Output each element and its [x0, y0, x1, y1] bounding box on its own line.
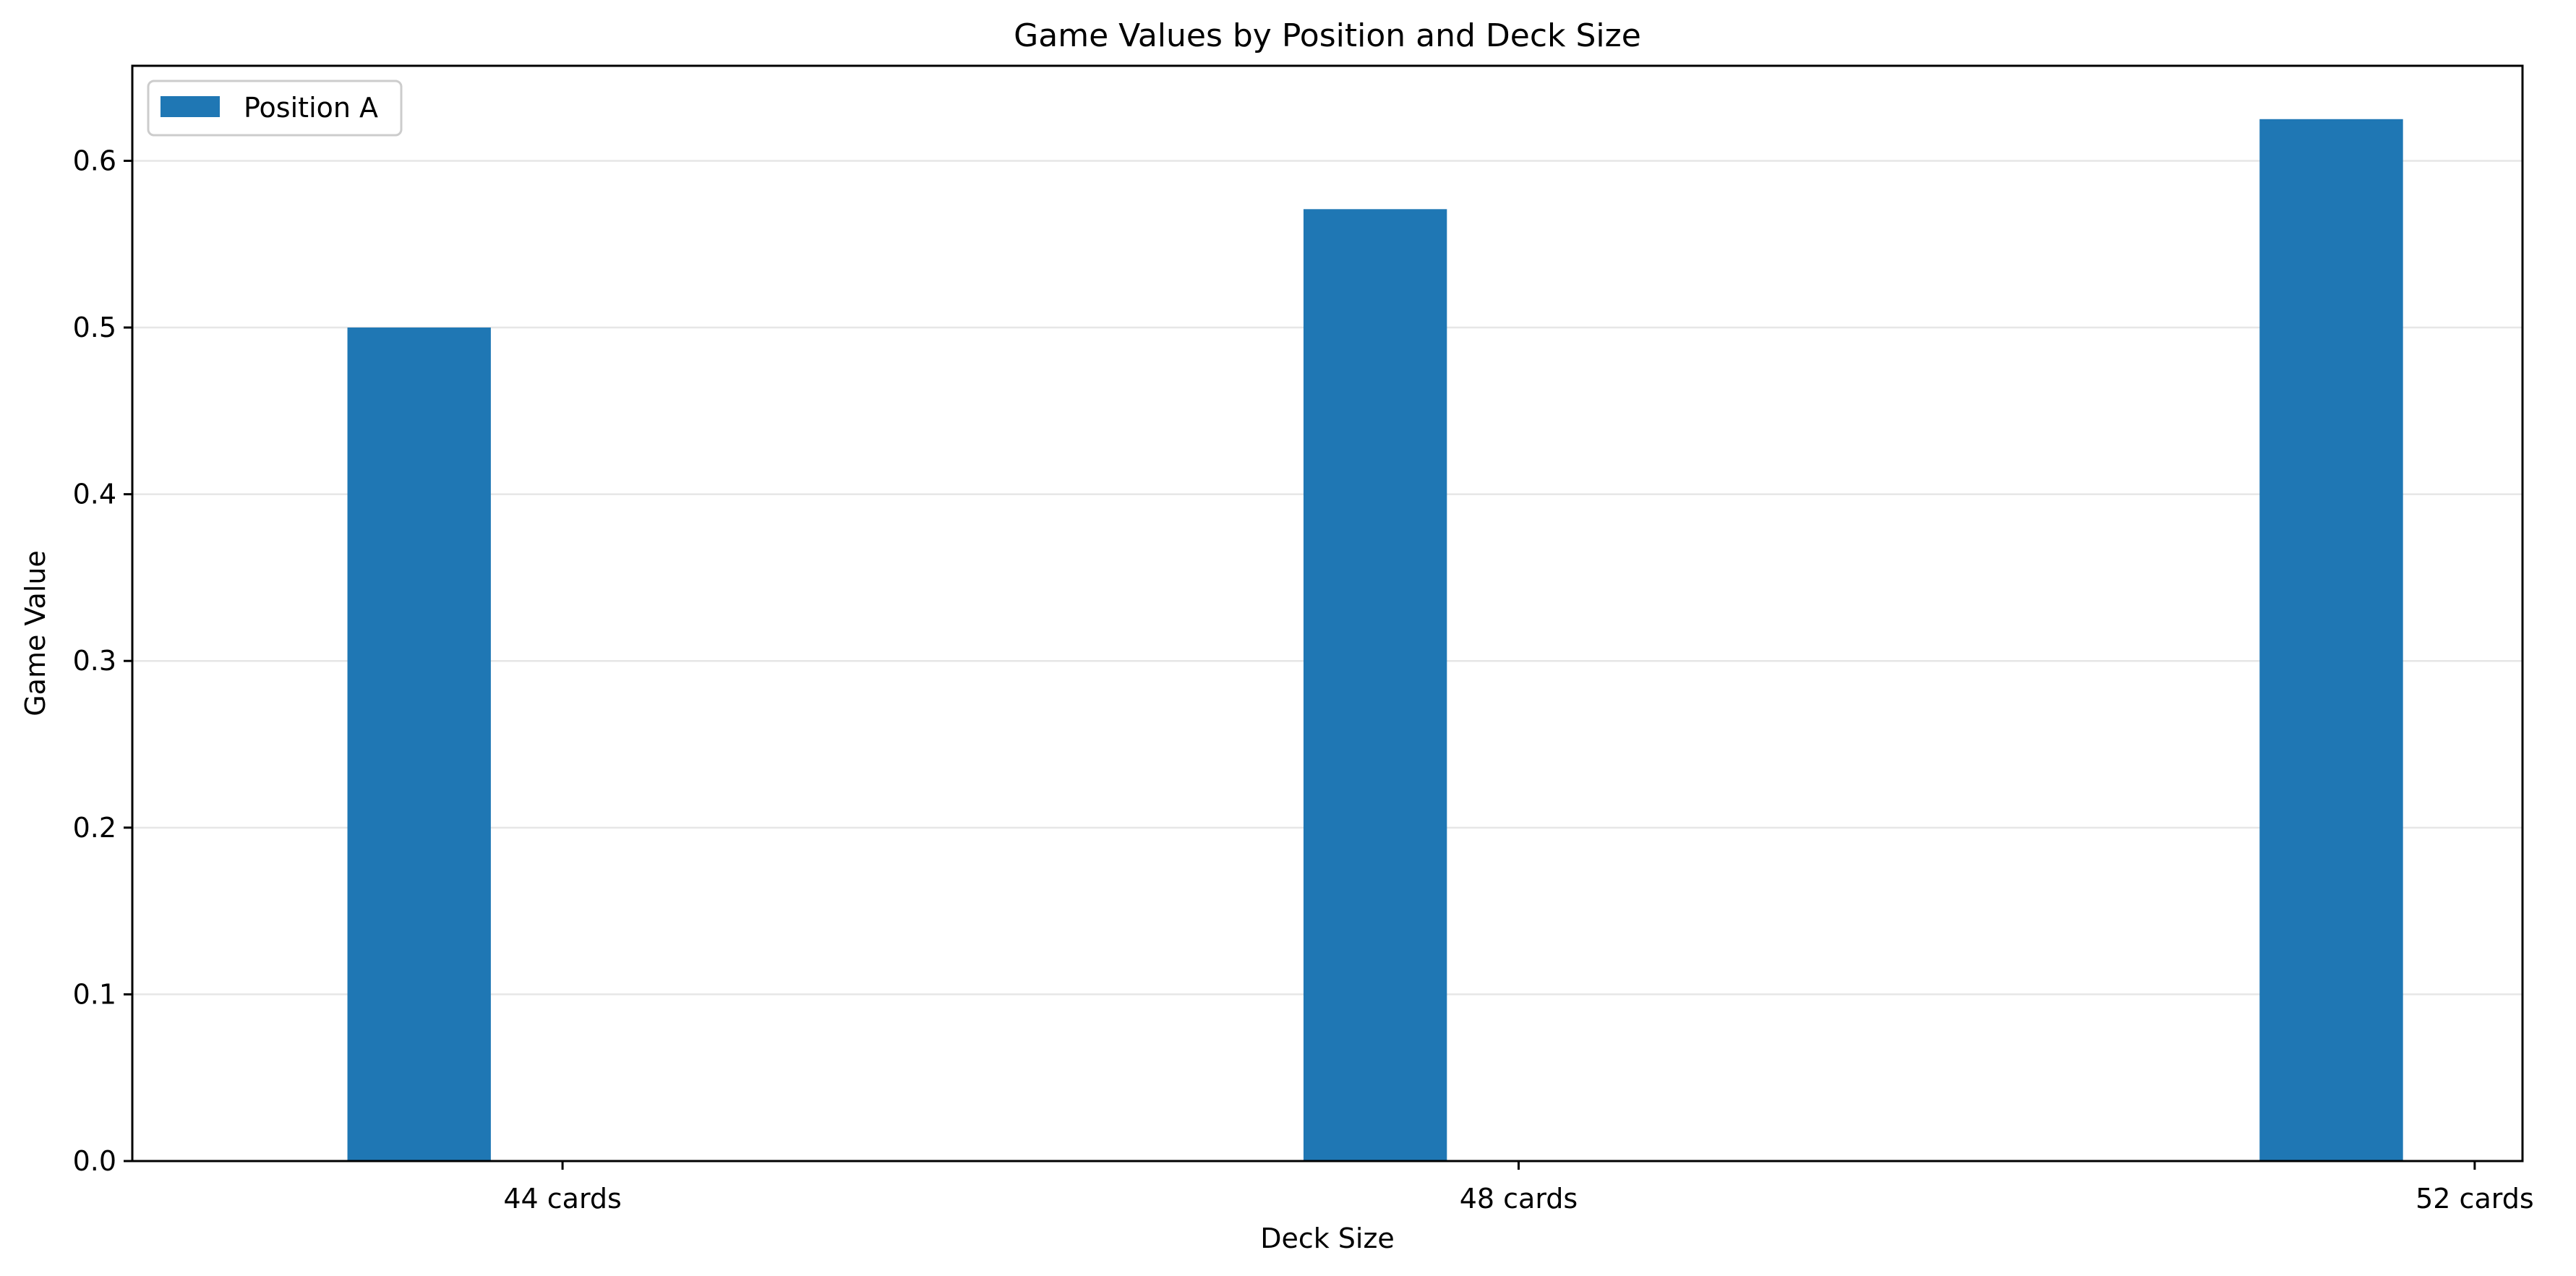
legend: Position A	[147, 80, 403, 137]
y-tick-label: 0.3	[73, 645, 116, 677]
y-axis-ticks: 0.0 0.1 0.2 0.3 0.4 0.5 0.6	[73, 145, 132, 1177]
x-tick-label: 44 cards	[503, 1183, 622, 1215]
bar-52-cards	[2259, 119, 2403, 1162]
x-axis-label: Deck Size	[1260, 1223, 1395, 1254]
plot-frame	[131, 64, 2524, 1162]
legend-label-position-a: Position A	[244, 92, 378, 124]
x-tick-label: 52 cards	[2415, 1183, 2534, 1215]
x-axis-ticks: 44 cards 48 cards 52 cards	[503, 1161, 2534, 1215]
y-tick-label: 0.5	[73, 312, 116, 343]
legend-swatch	[161, 96, 220, 117]
legend-box	[147, 80, 403, 137]
y-axis-label: Game Value	[20, 550, 51, 716]
bars	[347, 119, 2403, 1162]
y-tick-label: 0.1	[73, 978, 116, 1010]
bar-48-cards	[1303, 209, 1447, 1161]
y-tick-label: 0.2	[73, 812, 116, 844]
chart-title: Game Values by Position and Deck Size	[1014, 17, 1641, 54]
y-tick-label: 0.0	[73, 1145, 116, 1177]
y-tick-label: 0.6	[73, 145, 116, 176]
bar-44-cards	[347, 327, 491, 1161]
x-tick-label: 48 cards	[1460, 1183, 1578, 1215]
y-tick-label: 0.4	[73, 479, 116, 510]
